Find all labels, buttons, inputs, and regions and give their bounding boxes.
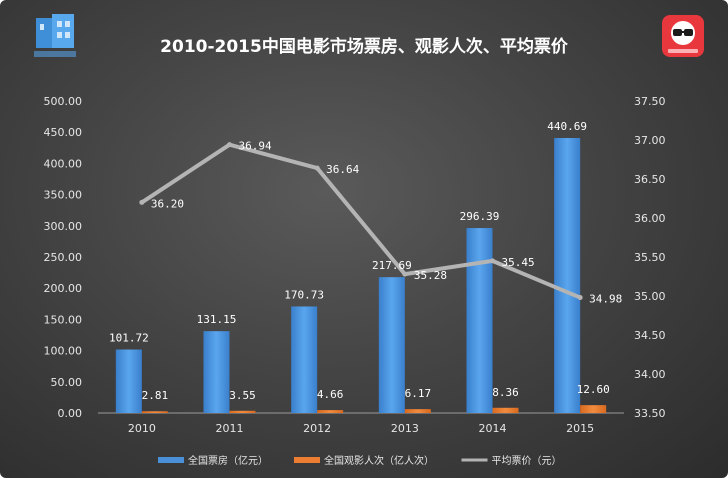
right-axis-tick-label: 35.00 xyxy=(634,290,666,303)
box-office-bar xyxy=(466,228,493,413)
right-axis-tick-label: 34.50 xyxy=(634,329,666,342)
avg-price-point xyxy=(314,165,320,171)
avg-price-label: 36.20 xyxy=(151,197,184,210)
left-axis-ticks: 0.00 50.00 100.00 150.00 200.00 250.00 300.00 3… xyxy=(44,95,83,420)
box-office-label: 296.39 xyxy=(460,210,500,223)
legend-label: 平均票价（元） xyxy=(492,455,562,467)
attendance-label: 12.60 xyxy=(577,383,610,396)
x-axis-tick-label: 2014 xyxy=(479,422,507,435)
left-axis-tick-label: 450.00 xyxy=(44,126,83,139)
right-axis-tick-label: 36.50 xyxy=(634,173,666,186)
box-office-bar xyxy=(115,349,142,413)
legend-bar-swatch xyxy=(158,457,184,463)
right-axis-ticks: 33.50 34.00 34.50 35.00 35.50 36.00 36.50 37.00… xyxy=(634,95,666,420)
chart-legend: 全国票房（亿元） 全国观影人次（亿人次） 平均票价（元） xyxy=(158,454,562,467)
left-axis-tick-label: 200.00 xyxy=(44,282,83,295)
box-office-label: 440.69 xyxy=(547,120,587,133)
left-axis-tick-label: 100.00 xyxy=(44,345,83,358)
attendance-label: 3.55 xyxy=(229,389,256,402)
right-axis-tick-label: 35.50 xyxy=(634,251,666,264)
avg-price-point xyxy=(490,258,495,264)
box-office-bar xyxy=(203,331,230,413)
avg-price-label: 34.98 xyxy=(589,293,622,306)
attendance-bar xyxy=(141,411,168,413)
avg-price-label: 36.94 xyxy=(239,140,272,153)
legend-bar-swatch xyxy=(294,457,320,463)
avg-price-label: 36.64 xyxy=(326,163,359,176)
avg-price-point xyxy=(227,142,232,148)
box-office-bars xyxy=(115,138,581,413)
taobao-movie-logo xyxy=(662,15,704,57)
research-institute-logo xyxy=(34,14,76,57)
left-axis-tick-label: 150.00 xyxy=(44,313,83,326)
attendance-bar xyxy=(492,407,519,413)
attendance-bars xyxy=(141,405,607,413)
avg-price-line-group xyxy=(139,142,583,301)
attendance-label: 4.66 xyxy=(317,388,344,401)
left-axis-tick-label: 50.00 xyxy=(51,376,83,389)
legend-label: 全国票房（亿元） xyxy=(188,454,268,467)
x-axis-tick-label: 2011 xyxy=(216,422,244,435)
x-axis-tick-label: 2013 xyxy=(391,422,419,435)
legend-label: 全国观影人次（亿人次） xyxy=(324,454,434,467)
legend-item: 全国观影人次（亿人次） xyxy=(294,454,434,467)
x-axis-ticks: 2010 2011 2012 2013 2014 2015 xyxy=(128,422,594,435)
avg-price-point xyxy=(139,199,145,205)
left-axis-tick-label: 250.00 xyxy=(44,251,83,264)
attendance-bar xyxy=(317,410,344,413)
box-office-bar xyxy=(378,277,405,413)
left-axis-tick-label: 500.00 xyxy=(44,95,83,108)
x-axis-tick-label: 2015 xyxy=(566,422,594,435)
avg-price-label: 35.45 xyxy=(502,256,535,269)
attendance-bar xyxy=(580,405,607,413)
left-axis-tick-label: 0.00 xyxy=(58,407,83,420)
box-office-labels: 101.72 131.15 170.73 217.69 296.39 440.69 xyxy=(109,120,587,345)
avg-price-point xyxy=(402,271,408,277)
left-axis-tick-label: 350.00 xyxy=(44,189,83,202)
box-office-label: 101.72 xyxy=(109,332,149,345)
legend-item: 全国票房（亿元） xyxy=(158,454,268,467)
avg-price-label: 35.28 xyxy=(414,269,447,282)
x-axis-tick-label: 2010 xyxy=(128,422,156,435)
attendance-labels: 2.81 3.55 4.66 6.17 8.36 12.60 xyxy=(142,383,610,402)
avg-price-line xyxy=(139,142,583,300)
left-axis-tick-label: 400.00 xyxy=(44,157,83,170)
right-axis-tick-label: 36.00 xyxy=(634,212,666,225)
box-office-bar xyxy=(554,138,581,413)
right-axis-tick-label: 37.00 xyxy=(634,134,666,147)
right-axis-tick-label: 37.50 xyxy=(634,95,666,108)
avg-price-labels: 36.20 36.94 36.64 35.28 35.45 34.98 xyxy=(151,140,622,306)
attendance-bar xyxy=(404,409,431,413)
box-office-label: 131.15 xyxy=(197,313,237,326)
attendance-bar xyxy=(229,410,256,413)
box-office-label: 217.69 xyxy=(372,259,412,272)
chart-title: 2010-2015中国电影市场票房、观影人次、平均票价 xyxy=(160,36,569,57)
box-office-bar xyxy=(291,306,318,413)
right-axis-tick-label: 33.50 xyxy=(634,407,666,420)
attendance-label: 6.17 xyxy=(405,387,432,400)
right-axis-tick-label: 34.00 xyxy=(634,368,666,381)
legend-item: 平均票价（元） xyxy=(461,455,562,467)
attendance-label: 2.81 xyxy=(142,389,169,402)
box-office-label: 170.73 xyxy=(284,288,324,301)
avg-price-point xyxy=(577,295,583,301)
attendance-label: 8.36 xyxy=(492,386,519,399)
x-axis-tick-label: 2012 xyxy=(303,422,331,435)
left-axis-tick-label: 300.00 xyxy=(44,220,83,233)
